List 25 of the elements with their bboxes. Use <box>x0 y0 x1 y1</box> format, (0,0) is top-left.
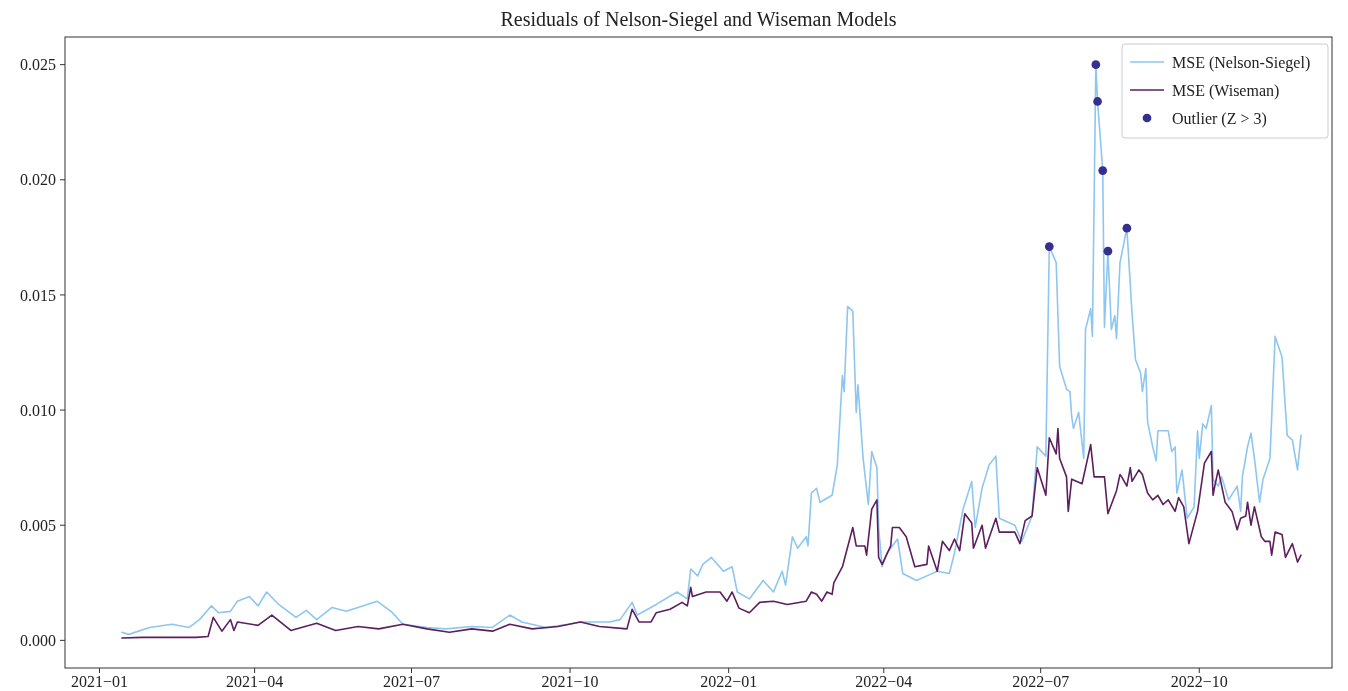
x-tick-label: 2022−01 <box>700 673 758 690</box>
legend-label: MSE (Nelson-Siegel) <box>1172 53 1311 72</box>
x-tick-label: 2021−07 <box>382 673 440 690</box>
x-tick-label: 2022−10 <box>1170 673 1228 690</box>
y-tick-label: 0.015 <box>20 286 56 304</box>
x-tick-label: 2021−10 <box>541 673 599 690</box>
chart-title: Residuals of Nelson-Siegel and Wiseman Models <box>500 8 897 31</box>
y-tick-label: 0.025 <box>20 56 56 74</box>
line-series <box>121 427 1302 639</box>
point <box>1103 246 1113 256</box>
x-tick-label: 2021−01 <box>70 673 128 690</box>
point <box>1044 242 1054 251</box>
x-tick-label: 2022−07 <box>1012 673 1070 690</box>
x-tick-label: 2022−04 <box>855 673 913 690</box>
legend-label: Outlier (Z > 3) <box>1172 109 1267 128</box>
point <box>1122 223 1132 233</box>
y-tick-label: 0.000 <box>20 631 56 649</box>
y-tick-label: 0.010 <box>20 401 56 419</box>
point <box>1093 97 1102 106</box>
x-tick-label: 2021−04 <box>226 673 284 690</box>
point <box>1098 166 1108 175</box>
point <box>1091 60 1101 69</box>
y-tick-label: 0.005 <box>20 516 56 534</box>
legend-label: MSE (Wiseman) <box>1172 81 1280 100</box>
y-tick-label: 0.020 <box>20 171 56 189</box>
